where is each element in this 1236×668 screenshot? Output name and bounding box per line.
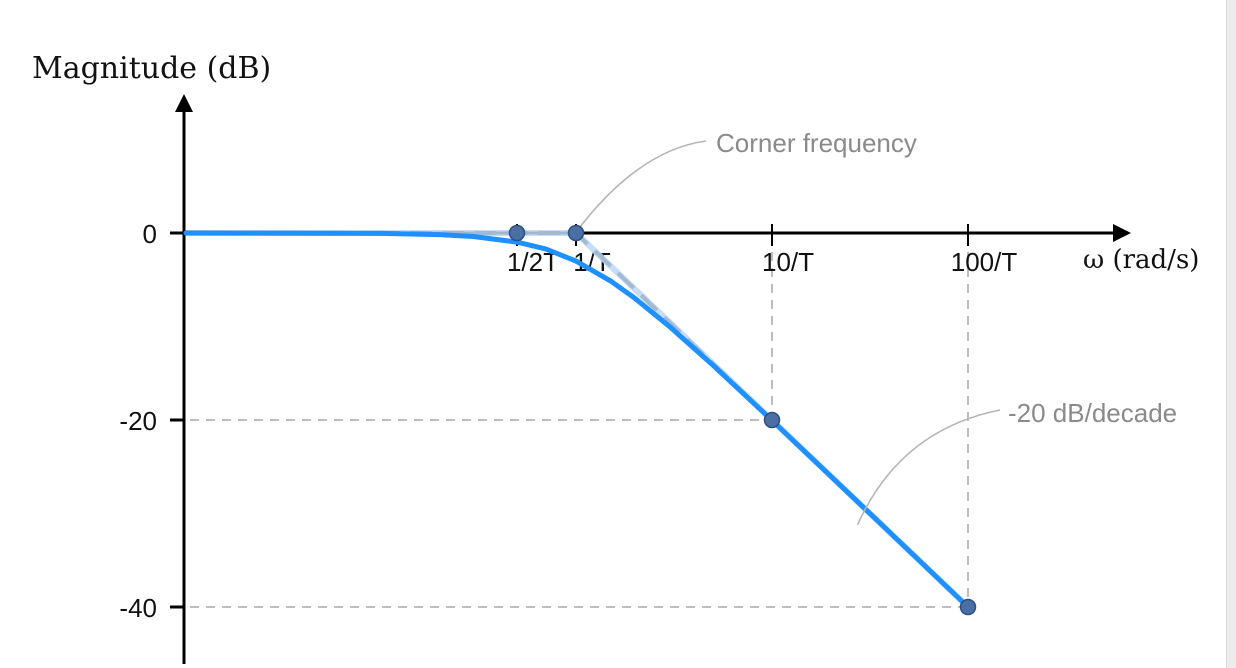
y-tick-label: -20 xyxy=(119,406,157,436)
annotation-slope: -20 dB/decade xyxy=(1008,398,1177,428)
annotation-corner-frequency: Corner frequency xyxy=(716,128,917,158)
actual-response-curve xyxy=(183,230,971,610)
data-point xyxy=(959,598,977,616)
data-point xyxy=(567,224,585,242)
x-tick-label: 100/T xyxy=(951,247,1018,277)
slope-leader xyxy=(856,409,1001,526)
x-tick-label: 10/T xyxy=(762,247,814,277)
y-axis-title: Magnitude (dB) xyxy=(32,51,271,86)
data-points xyxy=(508,224,977,616)
x-axis-title: ω (rad/s) xyxy=(1083,245,1199,275)
annotation-leaders xyxy=(579,140,1001,526)
y-tick-label: 0 xyxy=(143,219,157,249)
corner-frequency-leader xyxy=(579,140,707,228)
window-edge xyxy=(1226,0,1236,668)
y-tick-label: -40 xyxy=(119,593,157,623)
y-ticks: 0 -20 -40 xyxy=(119,219,184,623)
data-point xyxy=(508,224,526,242)
guide-lines xyxy=(190,236,969,608)
data-point xyxy=(763,411,781,429)
